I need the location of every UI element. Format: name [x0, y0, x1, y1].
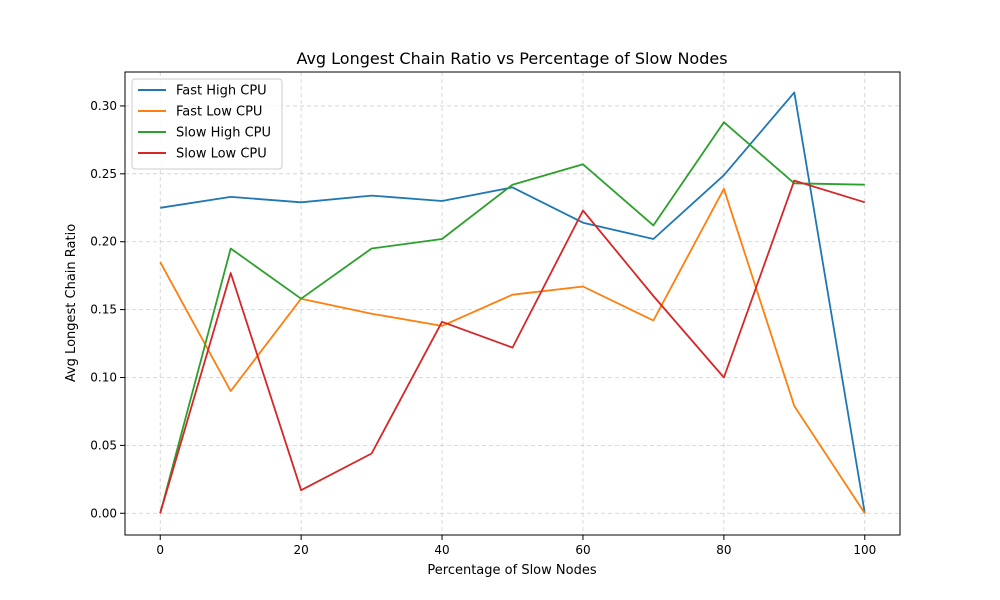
y-tick-label: 0.05 — [90, 438, 117, 452]
series-line — [160, 91, 866, 514]
series-lines — [159, 91, 866, 514]
legend: Fast High CPU Fast Low CPU Slow High CPU Sl… — [131, 78, 283, 170]
series-line — [159, 121, 865, 514]
x-tick-label: 60 — [575, 543, 590, 557]
y-tick-label: 0.30 — [90, 99, 117, 113]
y-tick-label: 0.10 — [90, 370, 117, 384]
legend-label: Slow High CPU — [176, 126, 271, 141]
legend-box — [131, 78, 283, 170]
y-axis-label: Avg Longest Chain Ratio — [64, 224, 79, 382]
legend-label: Fast Low CPU — [176, 105, 262, 120]
y-tick-label: 0.20 — [90, 235, 117, 249]
chart-title: Avg Longest Chain Ratio vs Percentage of… — [296, 49, 727, 68]
legend-label: Slow Low CPU — [176, 147, 267, 162]
series-line — [159, 179, 866, 514]
series-line — [159, 187, 866, 514]
y-tick-label: 0.25 — [90, 167, 117, 181]
x-tick-label: 100 — [853, 543, 876, 557]
y-axis-ticks: 0.00 0.05 0.10 0.15 0.20 0.25 0.30 — [90, 99, 125, 520]
grid-lines — [125, 72, 900, 535]
x-axis-label: Percentage of Slow Nodes — [427, 563, 596, 578]
plot-area-frame — [124, 71, 901, 536]
legend-label: Fast High CPU — [176, 84, 267, 99]
x-axis-ticks: 0 20 40 60 80 100 — [156, 535, 876, 557]
x-tick-label: 40 — [434, 543, 449, 557]
x-tick-label: 0 — [156, 543, 164, 557]
y-tick-label: 0.15 — [90, 303, 117, 317]
x-tick-label: 80 — [716, 543, 731, 557]
x-tick-label: 20 — [293, 543, 308, 557]
y-tick-label: 0.00 — [90, 506, 117, 520]
